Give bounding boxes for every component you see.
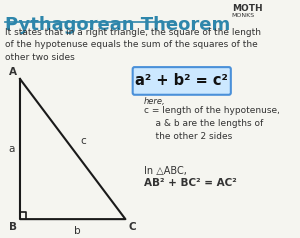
Text: AB² + BC² = AC²: AB² + BC² = AC² — [144, 178, 236, 188]
Text: a² + b² = c²: a² + b² = c² — [135, 74, 228, 89]
Text: B: B — [9, 222, 17, 232]
Text: Pythagorean Theorem: Pythagorean Theorem — [4, 16, 230, 34]
FancyBboxPatch shape — [133, 67, 231, 95]
Text: A: A — [9, 67, 17, 77]
Text: b: b — [74, 226, 81, 236]
Text: c = length of the hypotenuse,
    a & b are the lengths of
    the other 2 sides: c = length of the hypotenuse, a & b are … — [144, 106, 280, 141]
Text: C: C — [128, 222, 136, 232]
Text: here,: here, — [144, 97, 165, 106]
Text: In △ABC,: In △ABC, — [144, 166, 187, 176]
Text: c: c — [80, 136, 86, 146]
Text: MONKS: MONKS — [232, 13, 255, 18]
Text: a: a — [8, 144, 14, 154]
Text: It states that in a right triangle, the square of the length
of the hypotenuse e: It states that in a right triangle, the … — [4, 28, 260, 62]
Text: MΟTH: MΟTH — [232, 4, 262, 13]
